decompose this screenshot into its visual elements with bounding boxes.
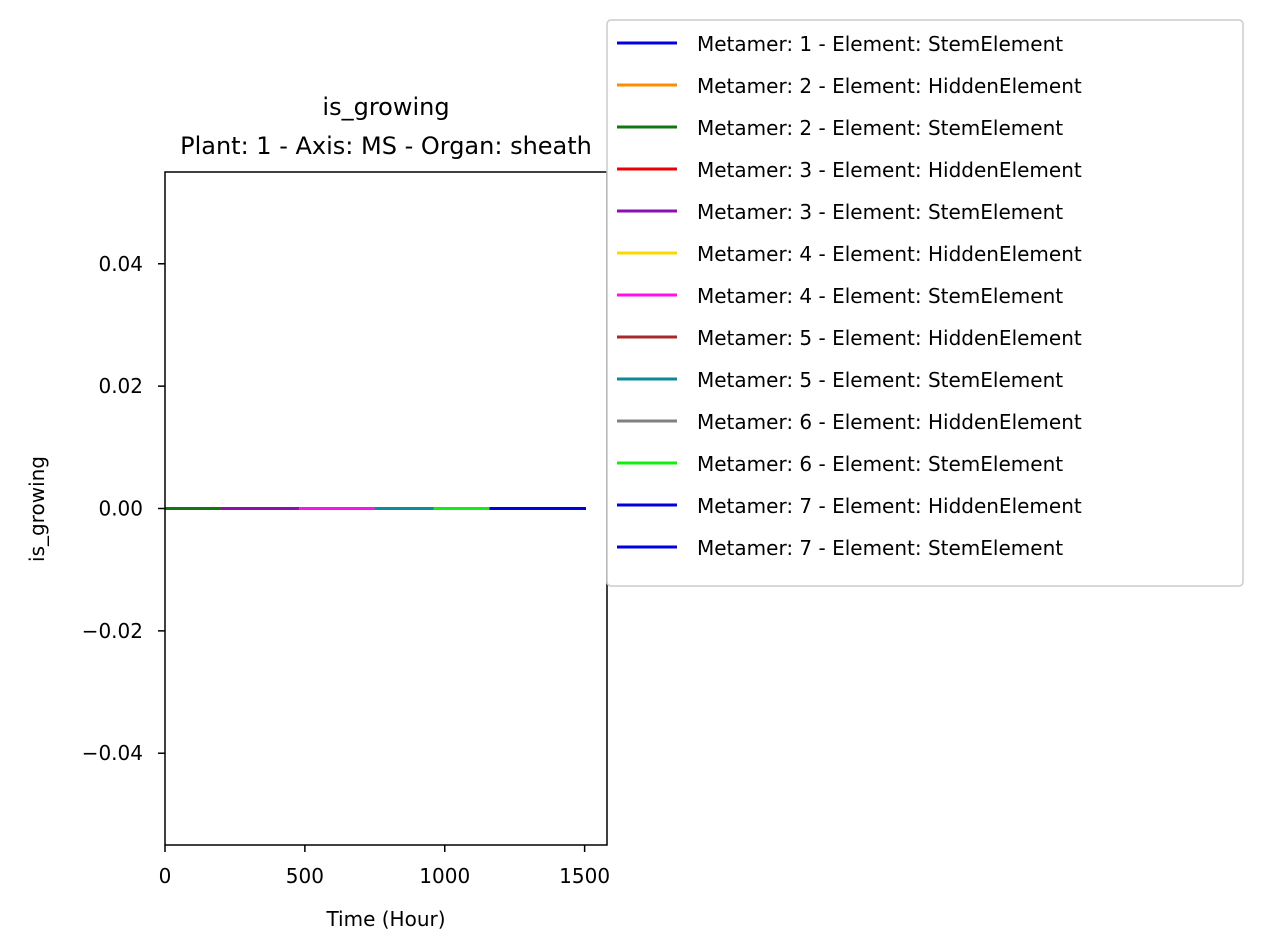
y-axis-label: is_growing	[25, 456, 49, 562]
x-axis-label: Time (Hour)	[325, 907, 445, 931]
y-tick-label-0: 0.04	[98, 252, 143, 276]
legend-label-4: Metamer: 3 - Element: HiddenElement	[697, 158, 1082, 182]
legend-label-12: Metamer: 7 - Element: HiddenElement	[697, 494, 1082, 518]
legend-label-7: Metamer: 4 - Element: StemElement	[697, 284, 1063, 308]
legend-label-3: Metamer: 2 - Element: StemElement	[697, 116, 1063, 140]
legend-label-1: Metamer: 1 - Element: StemElement	[697, 32, 1063, 56]
legend-box	[606, 19, 1244, 587]
legend-label-13: Metamer: 7 - Element: StemElement	[697, 536, 1063, 560]
chart-title: is_growing	[322, 93, 449, 121]
legend-label-5: Metamer: 3 - Element: StemElement	[697, 200, 1063, 224]
legend-label-10: Metamer: 6 - Element: HiddenElement	[697, 410, 1082, 434]
y-tick-label-1: 0.02	[98, 374, 143, 398]
legend: Metamer: 1 - Element: StemElement Metamer…	[606, 19, 1244, 587]
legend-label-2: Metamer: 2 - Element: HiddenElement	[697, 74, 1082, 98]
x-tick-label-0: 0	[159, 864, 172, 888]
legend-label-8: Metamer: 5 - Element: HiddenElement	[697, 326, 1082, 350]
chart-subtitle: Plant: 1 - Axis: MS - Organ: sheath	[180, 132, 592, 160]
legend-label-11: Metamer: 6 - Element: StemElement	[697, 452, 1063, 476]
x-tick-label-1: 500	[286, 864, 324, 888]
y-tick-label-2: 0.00	[98, 497, 143, 521]
x-tick-label-2: 1000	[419, 864, 470, 888]
legend-label-6: Metamer: 4 - Element: HiddenElement	[697, 242, 1082, 266]
y-tick-label-3: −0.02	[82, 619, 143, 643]
y-tick-label-4: −0.04	[82, 741, 143, 765]
legend-label-9: Metamer: 5 - Element: StemElement	[697, 368, 1063, 392]
x-tick-label-3: 1500	[559, 864, 610, 888]
